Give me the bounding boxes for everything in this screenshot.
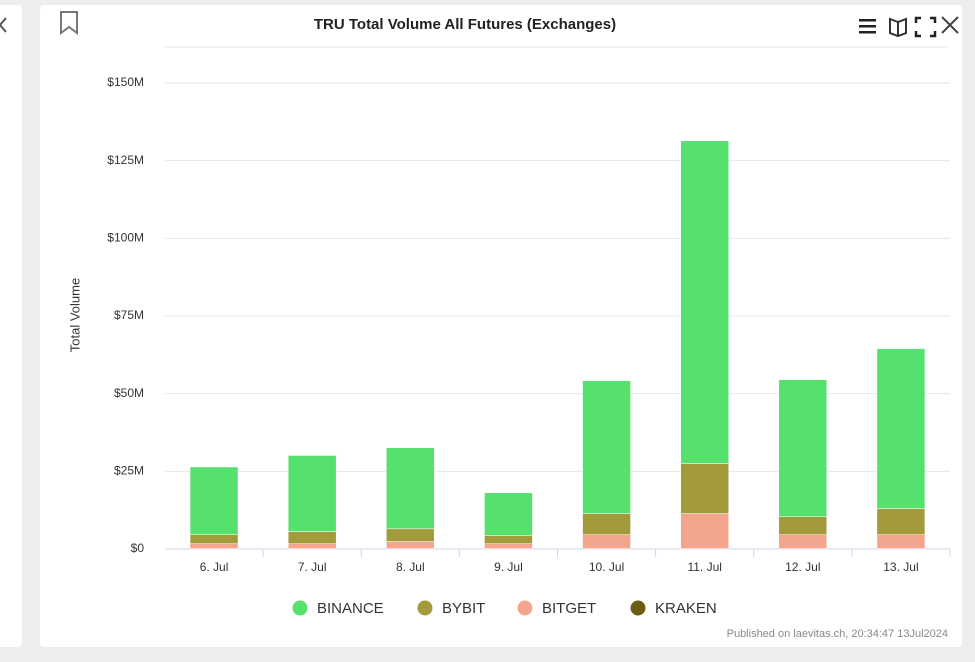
bar-segment (680, 513, 729, 549)
legend-marker[interactable] (417, 600, 433, 616)
book-icon[interactable] (889, 17, 907, 38)
bar-segment (484, 492, 533, 536)
bar-segment (484, 543, 533, 549)
chart-title: TRU Total Volume All Futures (Exchanges) (314, 16, 616, 33)
bookmark-icon[interactable] (60, 11, 78, 35)
bar-segment (189, 534, 239, 544)
bar-segment (680, 140, 729, 464)
bar-segment (778, 534, 828, 549)
bar-segment (287, 455, 337, 532)
legend-label[interactable]: BYBIT (442, 600, 485, 617)
bar-segment (778, 379, 828, 517)
legend-label[interactable]: BINANCE (317, 600, 384, 617)
y-tick-label: $100M (107, 231, 144, 245)
legend-marker[interactable] (517, 600, 533, 616)
x-tick-label: 6. Jul (200, 560, 229, 574)
x-tick-label: 9. Jul (494, 560, 523, 574)
legend-marker[interactable] (630, 600, 646, 616)
bar-segment (189, 543, 239, 549)
bar-segment (386, 447, 435, 530)
credit: Published on laevitas.ch, 20:34:47 13Jul… (727, 628, 948, 640)
x-tick-label: 13. Jul (883, 560, 918, 574)
x-tick-label: 8. Jul (396, 560, 425, 574)
bar-segment (582, 534, 631, 549)
bar-segment (287, 543, 337, 549)
legend-label[interactable]: BITGET (542, 600, 596, 617)
x-tick-label: 7. Jul (298, 560, 327, 574)
bar-segment (386, 528, 435, 542)
card (40, 5, 962, 647)
legend-marker[interactable] (292, 600, 308, 616)
y-tick-label: $50M (114, 386, 144, 400)
y-tick-label: $125M (107, 153, 144, 167)
back-icon[interactable] (0, 17, 7, 33)
bar-segment (386, 541, 435, 549)
bar-segment (287, 531, 337, 544)
bar-segment (876, 508, 926, 535)
close-icon[interactable] (941, 16, 959, 34)
bar-segment (876, 534, 926, 549)
bar-segment (484, 535, 533, 544)
y-tick-label: $0 (131, 541, 145, 555)
x-tick-label: 12. Jul (785, 560, 820, 574)
bar-segment (582, 380, 631, 514)
bar-segment (778, 516, 828, 535)
bar-segment (189, 466, 239, 535)
fullscreen-icon[interactable] (914, 16, 937, 38)
bar-segment (582, 513, 631, 535)
menu-icon[interactable] (859, 19, 876, 34)
bar-segment (876, 348, 926, 509)
y-axis-title: Total Volume (67, 278, 82, 352)
x-tick-label: 10. Jul (589, 560, 624, 574)
y-tick-label: $75M (114, 308, 144, 322)
bar-segment (680, 463, 729, 514)
x-tick-label: 11. Jul (687, 560, 721, 574)
legend-label[interactable]: KRAKEN (655, 600, 717, 617)
y-tick-label: $25M (114, 464, 144, 478)
side-card (0, 5, 22, 647)
y-tick-label: $150M (107, 75, 144, 89)
